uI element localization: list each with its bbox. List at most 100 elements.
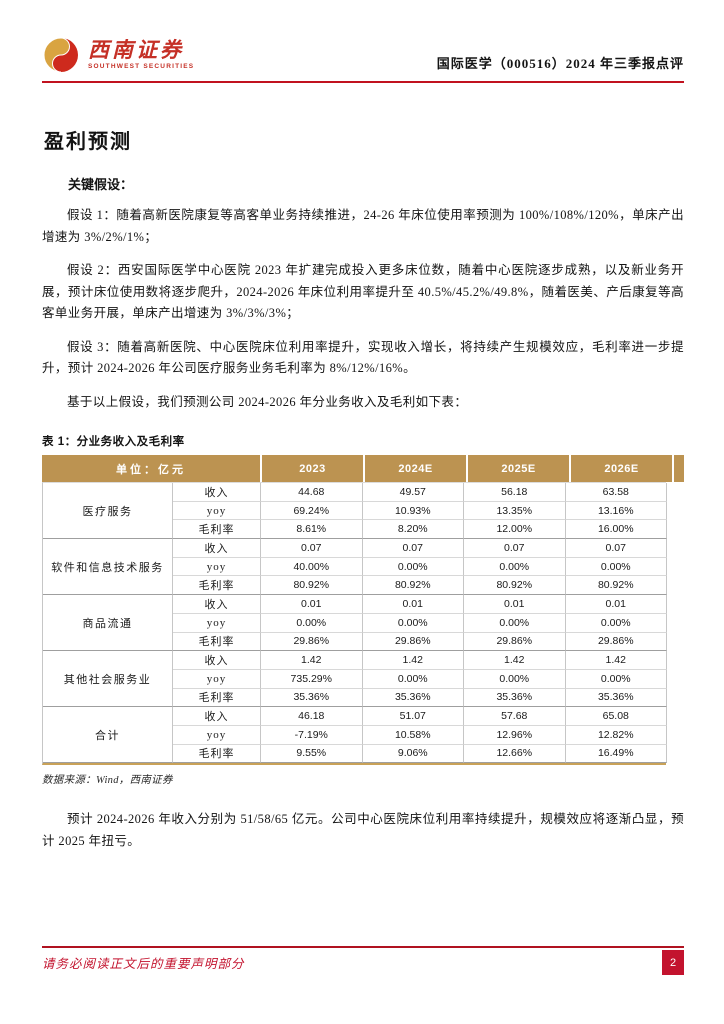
brand-logo-icon	[43, 37, 78, 73]
table-value-cell: 13.35%	[464, 501, 566, 521]
section-title: 盈利预测	[44, 131, 132, 153]
table-value-cell: 80.92%	[464, 576, 566, 596]
table-metric-label: 毛利率	[173, 632, 261, 652]
table-value-cell: 35.36%	[261, 688, 363, 708]
table-value-cell: 16.49%	[565, 744, 667, 764]
conclusion-paragraph: 预计 2024-2026 年收入分别为 51/58/65 亿元。公司中心医院床位…	[42, 812, 684, 848]
assumption-1-paragraph: 假设 1：随着高新医院康复等高客单业务持续推进，24-26 年床位使用率预测为 …	[42, 208, 684, 244]
table-value-cell: 0.01	[261, 595, 363, 614]
table-value-cell: 63.58	[565, 483, 667, 502]
table-group-label: 软件和信息技术服务	[43, 539, 173, 596]
table-metric-label: 收入	[173, 651, 261, 670]
table-group-label: 其他社会服务业	[43, 651, 173, 708]
table-metric-label: 收入	[173, 707, 261, 726]
table-value-cell: 0.01	[464, 595, 566, 614]
table-value-cell: 0.00%	[362, 669, 464, 689]
table-value-cell: 0.07	[464, 539, 566, 558]
page-number-badge: 2	[662, 950, 684, 975]
brand: 西南证券 SOUTHWEST SECURITIES	[42, 36, 194, 74]
table-value-cell: 29.86%	[362, 632, 464, 652]
table-value-cell: 12.66%	[464, 744, 566, 764]
footer-disclaimer: 请务必阅读正文后的重要声明部分	[42, 957, 245, 971]
table-value-cell: 0.00%	[362, 613, 464, 633]
table-value-cell: -7.19%	[261, 725, 363, 745]
table-value-cell: 12.00%	[464, 520, 566, 540]
table-value-cell: 12.82%	[565, 725, 667, 745]
key-assumptions-label: 关键假设：	[68, 177, 134, 192]
table-year-header: 2026E	[571, 455, 672, 482]
table-value-cell: 65.08	[565, 707, 667, 726]
table-value-cell: 0.07	[565, 539, 667, 558]
table-caption: 表 1：分业务收入及毛利率	[42, 436, 185, 448]
table-value-cell: 0.00%	[261, 613, 363, 633]
table-metric-label: 收入	[173, 539, 261, 558]
brand-text: 西南证券 SOUTHWEST SECURITIES	[88, 37, 195, 71]
table-metric-label: 毛利率	[173, 688, 261, 708]
table-value-cell: 8.20%	[362, 520, 464, 540]
brand-name-cn: 西南证券	[88, 37, 184, 62]
table-metric-label: 毛利率	[173, 744, 261, 764]
table-unit-header: 单位：亿元	[42, 455, 260, 482]
table-metric-label: yoy	[173, 557, 261, 577]
table-value-cell: 40.00%	[261, 557, 363, 577]
table-metric-label: yoy	[173, 501, 261, 521]
page-header: 西南证券 SOUTHWEST SECURITIES 国际医学（000516）20…	[42, 0, 684, 83]
table-value-cell: 49.57	[362, 483, 464, 502]
table-year-header: 2023	[262, 455, 363, 482]
assumption-2-paragraph: 假设 2：西安国际医学中心医院 2023 年扩建完成投入更多床位数，随着中心医院…	[42, 263, 684, 320]
table-value-cell: 0.07	[261, 539, 363, 558]
table-value-cell: 80.92%	[565, 576, 667, 596]
table-value-cell: 0.00%	[464, 669, 566, 689]
table-value-cell: 9.55%	[261, 744, 363, 764]
report-title: 国际医学（000516）2024 年三季报点评	[436, 56, 684, 71]
table-value-cell: 29.86%	[261, 632, 363, 652]
table-metric-label: yoy	[173, 725, 261, 745]
table-header-row: 单位：亿元 2023 2024E 2025E 2026E	[42, 455, 684, 482]
table-value-cell: 35.36%	[362, 688, 464, 708]
table-value-cell: 1.42	[464, 651, 566, 670]
table-group-label: 医疗服务	[43, 483, 173, 540]
table-value-cell: 13.16%	[565, 501, 667, 521]
table-value-cell: 1.42	[362, 651, 464, 670]
table-value-cell: 35.36%	[464, 688, 566, 708]
assumption-3-paragraph: 假设 3：随着高新医院、中心医院床位利用率提升，实现收入增长，将持续产生规模效应…	[42, 339, 684, 376]
table-value-cell: 80.92%	[261, 576, 363, 596]
table-value-cell: 80.92%	[362, 576, 464, 596]
table-value-cell: 0.00%	[565, 669, 667, 689]
table-metric-label: 毛利率	[173, 520, 261, 540]
table-value-cell: 35.36%	[565, 688, 667, 708]
table-value-cell: 0.00%	[565, 613, 667, 633]
table-value-cell: 10.58%	[362, 725, 464, 745]
table-source-note: 数据来源：Wind，西南证券	[42, 775, 173, 787]
page-footer: 请务必阅读正文后的重要声明部分 2	[42, 946, 684, 975]
table-value-cell: 8.61%	[261, 520, 363, 540]
table-group-label: 商品流通	[43, 595, 173, 652]
table-value-cell: 10.93%	[362, 501, 464, 521]
table-value-cell: 51.07	[362, 707, 464, 726]
table-header-tail	[674, 455, 684, 482]
table-value-cell: 0.00%	[565, 557, 667, 577]
table-value-cell: 0.07	[362, 539, 464, 558]
table-value-cell: 0.01	[362, 595, 464, 614]
table-metric-label: yoy	[173, 669, 261, 689]
main-content: 盈利预测 关键假设： 假设 1：随着高新医院康复等高客单业务持续推进，24-26…	[42, 125, 684, 852]
table-value-cell: 12.96%	[464, 725, 566, 745]
table-intro-paragraph: 基于以上假设，我们预测公司 2024-2026 年分业务收入及毛利如下表：	[67, 394, 468, 409]
table-metric-label: 毛利率	[173, 576, 261, 596]
table-group-label: 合计	[43, 707, 173, 764]
table-value-cell: 9.06%	[362, 744, 464, 764]
table-value-cell: 46.18	[261, 707, 363, 726]
table-value-cell: 16.00%	[565, 520, 667, 540]
table-value-cell: 0.00%	[464, 557, 566, 577]
table-body: 医疗服务 收入 44.68 49.57 56.18 63.58 yoy 69.24% 10.93…	[42, 482, 667, 766]
table-value-cell: 0.00%	[464, 613, 566, 633]
table-value-cell: 1.42	[565, 651, 667, 670]
table-value-cell: 1.42	[261, 651, 363, 670]
brand-name-en: SOUTHWEST SECURITIES	[88, 62, 195, 70]
table-value-cell: 735.29%	[261, 669, 363, 689]
table-year-header: 2024E	[365, 455, 466, 482]
table-year-header: 2025E	[468, 455, 569, 482]
table-value-cell: 69.24%	[261, 501, 363, 521]
table-value-cell: 0.00%	[362, 557, 464, 577]
